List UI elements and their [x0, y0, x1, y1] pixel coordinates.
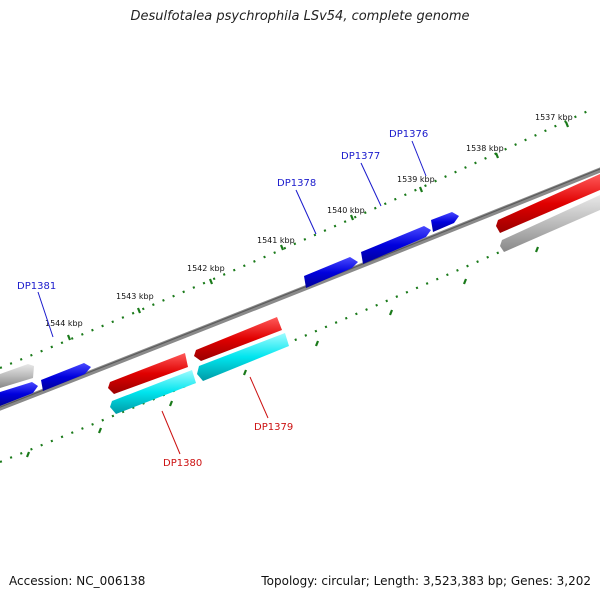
- gene-arrow-grey-right[interactable]: [500, 195, 600, 252]
- gene-label-dp1380[interactable]: DP1380: [163, 458, 202, 469]
- label-leader-dp1379: [249, 376, 269, 419]
- label-leader-dp1378: [295, 189, 317, 235]
- scale-label: 1539 kbp: [397, 175, 435, 184]
- rna-arrow-right[interactable]: [197, 333, 289, 381]
- gene-arrow-grey-left[interactable]: [0, 364, 34, 388]
- accession-text: Accession: NC_006138: [9, 574, 146, 588]
- gene-label-dp1381[interactable]: DP1381: [17, 281, 56, 292]
- gene-arrow-red-right[interactable]: [496, 174, 600, 233]
- gene-arrow-dp1376[interactable]: [431, 212, 459, 232]
- label-leader-dp1380: [161, 410, 181, 455]
- map-title: Desulfotalea psychrophila LSv54, complet…: [130, 9, 470, 24]
- gene-arrow-dp1379[interactable]: [194, 317, 282, 361]
- gene-label-dp1376[interactable]: DP1376: [389, 129, 428, 140]
- label-leader-dp1376: [411, 140, 427, 177]
- scale-label: 1544 kbp: [45, 319, 83, 328]
- scale-label: 1542 kbp: [187, 264, 225, 273]
- gene-arrow-dp1381[interactable]: [41, 363, 91, 391]
- label-leader-dp1381: [37, 291, 54, 338]
- gene-label-dp1378[interactable]: DP1378: [277, 178, 316, 189]
- scale-label: 1540 kbp: [327, 206, 365, 215]
- gene-label-dp1379[interactable]: DP1379: [254, 422, 293, 433]
- gene-arrow-dp1378[interactable]: [304, 257, 358, 288]
- reverse-major-ticks: [25, 246, 540, 458]
- forward-major-ticks: [66, 121, 570, 341]
- gene-arrow-dp1380[interactable]: [108, 353, 188, 394]
- gene-arrow-forward-partial[interactable]: [0, 382, 38, 406]
- gene-arrow-dp1377[interactable]: [361, 226, 431, 264]
- rna-arrow-left[interactable]: [110, 370, 196, 414]
- reverse-tick-ring: [0, 206, 600, 464]
- genome-summary-text: Topology: circular; Length: 3,523,383 bp…: [261, 574, 591, 588]
- scale-label: 1541 kbp: [257, 236, 295, 245]
- label-leader-dp1377: [360, 162, 382, 207]
- scale-label: 1537 kbp: [535, 113, 573, 122]
- genome-backbone: [0, 167, 600, 411]
- scale-label: 1543 kbp: [116, 292, 154, 301]
- scale-label: 1538 kbp: [466, 144, 504, 153]
- gene-label-dp1377[interactable]: DP1377: [341, 151, 380, 162]
